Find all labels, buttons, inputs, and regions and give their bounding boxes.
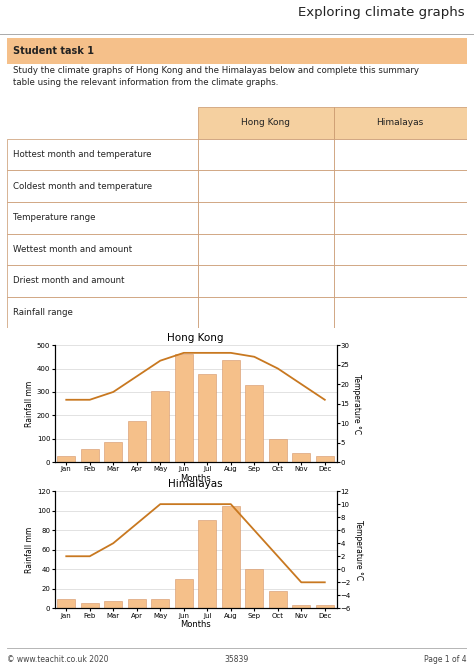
Bar [334, 107, 467, 139]
Bar [198, 234, 334, 265]
Bar [81, 604, 99, 608]
Bar [198, 202, 334, 234]
Bar [246, 570, 263, 608]
Text: Hong Kong: Hong Kong [241, 119, 290, 127]
Bar [222, 506, 239, 608]
Bar [292, 606, 310, 608]
Title: Hong Kong: Hong Kong [167, 333, 224, 343]
Bar [198, 170, 334, 202]
Y-axis label: Rainfall mm: Rainfall mm [25, 381, 34, 427]
Title: Himalayas: Himalayas [168, 479, 223, 489]
Text: Exploring climate graphs: Exploring climate graphs [298, 7, 465, 19]
Bar [175, 354, 192, 462]
Text: Page 1 of 4: Page 1 of 4 [424, 655, 467, 664]
Y-axis label: Rainfall mm: Rainfall mm [25, 527, 34, 573]
Text: Himalayas: Himalayas [377, 119, 424, 127]
Bar [198, 265, 334, 297]
Bar [334, 265, 467, 297]
Text: Coldest month and temperature: Coldest month and temperature [13, 182, 152, 191]
Text: Study the climate graphs of Hong Kong and the Himalayas below and complete this : Study the climate graphs of Hong Kong an… [13, 66, 419, 87]
Bar [198, 297, 334, 328]
Bar [199, 521, 216, 608]
Y-axis label: Temperature °C: Temperature °C [354, 520, 363, 580]
Bar [104, 442, 122, 462]
Bar [334, 234, 467, 265]
Bar [199, 375, 216, 462]
Text: © www.teachit.co.uk 2020: © www.teachit.co.uk 2020 [7, 655, 109, 664]
X-axis label: Months: Months [180, 474, 211, 483]
Bar [7, 234, 198, 265]
Text: Rainfall range: Rainfall range [13, 308, 73, 317]
Bar [7, 265, 198, 297]
Bar [7, 202, 198, 234]
Bar [269, 439, 287, 462]
Bar [292, 453, 310, 462]
Bar [104, 600, 122, 608]
Bar [57, 456, 75, 462]
X-axis label: Months: Months [180, 620, 211, 629]
Bar [198, 139, 334, 170]
Bar [81, 450, 99, 462]
Bar [57, 598, 75, 608]
Bar [334, 202, 467, 234]
Bar [128, 421, 146, 462]
Bar [316, 606, 334, 608]
Text: Student task 1: Student task 1 [13, 46, 94, 56]
Bar [269, 591, 287, 608]
Bar [7, 139, 198, 170]
Bar [152, 598, 169, 608]
Bar [7, 297, 198, 328]
Bar [334, 139, 467, 170]
Bar [175, 579, 192, 608]
Text: Temperature range: Temperature range [13, 213, 95, 222]
Bar [7, 170, 198, 202]
Bar [334, 170, 467, 202]
Bar [152, 391, 169, 462]
Text: Driest month and amount: Driest month and amount [13, 277, 124, 285]
Text: Wettest month and amount: Wettest month and amount [13, 245, 132, 254]
Bar [246, 385, 263, 462]
Bar [316, 456, 334, 462]
Bar [198, 107, 334, 139]
Y-axis label: Temperature °C: Temperature °C [353, 374, 362, 433]
Bar [222, 360, 239, 462]
Text: Hottest month and temperature: Hottest month and temperature [13, 150, 151, 159]
Bar [128, 598, 146, 608]
Bar [334, 297, 467, 328]
Text: 35839: 35839 [225, 655, 249, 664]
